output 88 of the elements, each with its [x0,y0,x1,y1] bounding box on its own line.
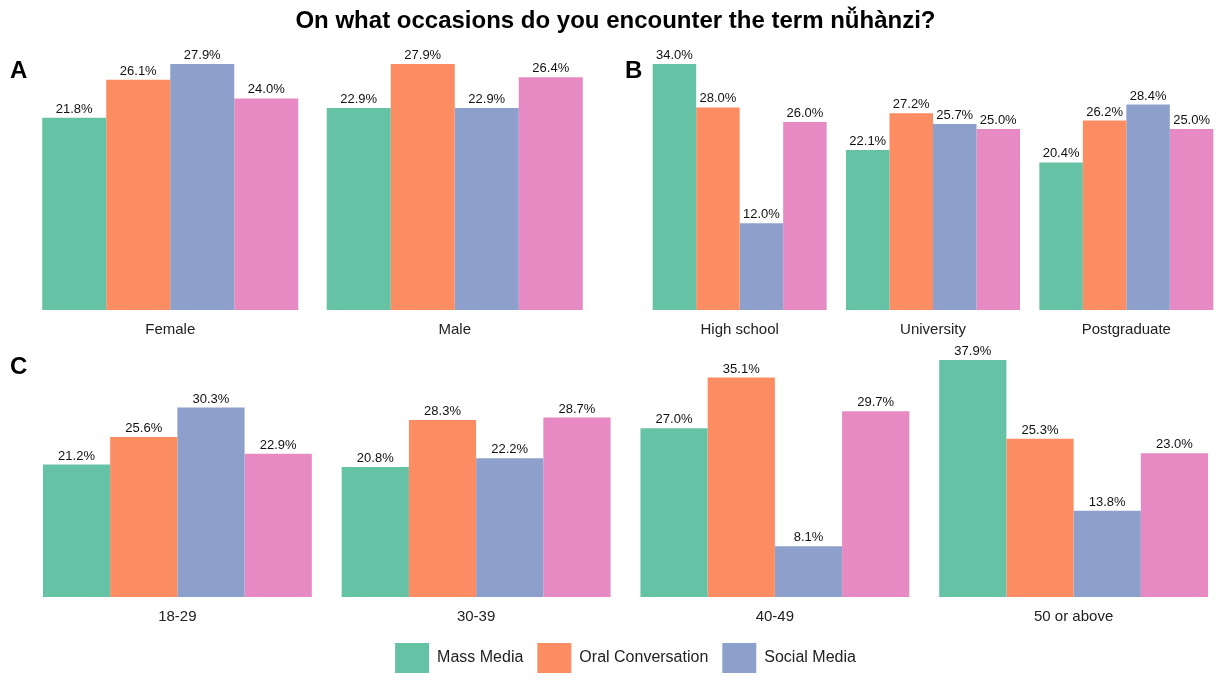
data-label: 35.1% [722,360,761,376]
bar [476,458,544,597]
data-label: 24.0% [247,81,286,97]
data-label: 13.8% [1088,493,1127,509]
data-label: 27.2% [892,96,931,112]
bar [939,360,1007,597]
data-label: 27.0% [655,411,693,427]
data-label: 22.9% [468,91,506,107]
x-tick-label: 40-49 [755,607,795,625]
bar [976,129,1020,310]
data-label: 22.9% [340,91,378,107]
legend-label: Oral Conversation [579,648,709,666]
bar [106,79,171,310]
bar [842,411,910,597]
bar [110,436,178,597]
data-label: 25.6% [125,419,163,435]
bar [1126,104,1170,310]
bar [408,420,477,597]
data-label: 26.2% [1086,103,1124,119]
text: B [625,56,643,84]
bar [739,223,784,310]
bar [390,64,455,310]
data-label: 22.1% [849,133,887,149]
bar [42,464,111,597]
data-label: 20.4% [1042,145,1080,161]
data-label: 8.1% [793,529,824,545]
data-label: 28.3% [424,403,462,419]
chart-title: On what occasions do you encounter the term nǚhànzi? [294,6,937,34]
bar [1140,453,1209,597]
x-tick-label: 50 or above [1034,607,1114,625]
bar [889,113,933,310]
data-label: 34.0% [655,47,694,63]
legend-label: Mass Media [437,648,524,666]
data-label: 25.3% [1021,421,1059,437]
bar [652,64,697,310]
bar [42,117,107,310]
x-tick-label: 30-39 [456,607,496,625]
data-label: 12.0% [742,206,781,222]
bar [1169,129,1214,310]
x-tick-label: Male [438,320,472,338]
x-tick-label: 18-29 [158,607,197,625]
bar [1073,510,1141,597]
data-label: 29.7% [857,394,895,410]
bar [1082,120,1127,310]
legend-label: Social Media [764,648,856,666]
bar [1039,162,1083,310]
bar [707,377,775,597]
bar [543,417,611,597]
data-label: 25.0% [979,112,1018,128]
bar [341,466,409,597]
data-label: 28.7% [558,400,596,416]
data-label: 26.4% [532,60,570,76]
data-label: 22.2% [491,441,529,457]
data-label: 27.9% [404,47,442,63]
bar [244,453,312,597]
data-label: 21.2% [58,447,96,463]
bar [846,150,890,310]
data-label: 21.8% [55,100,94,116]
x-tick-label: High school [700,320,779,338]
data-label: 28.4% [1129,87,1167,103]
bar [1006,438,1074,597]
data-label: 22.9% [259,436,298,452]
data-label: 26.0% [786,104,824,120]
bar [774,546,843,597]
data-label: 23.0% [1156,436,1194,452]
text: C [10,352,28,380]
bar [177,407,245,597]
data-label: 20.8% [356,450,395,466]
data-label: 26.1% [119,62,158,78]
text: A [10,56,28,84]
bar [783,121,827,310]
bar [696,107,740,310]
bar [170,64,235,310]
data-label: 28.0% [699,90,737,106]
x-tick-label: Postgraduate [1081,320,1171,338]
x-tick-label: University [900,320,967,338]
bar [518,77,583,310]
data-label: 25.0% [1173,112,1211,128]
bar [933,124,977,310]
x-tick-label: Female [145,320,196,338]
data-label: 25.7% [936,107,974,123]
bar [234,98,299,310]
data-label: 37.9% [954,343,992,359]
data-label: 27.9% [183,47,222,63]
bar [640,428,708,597]
bar [326,108,391,310]
bar [454,108,519,310]
data-label: 30.3% [192,390,230,406]
